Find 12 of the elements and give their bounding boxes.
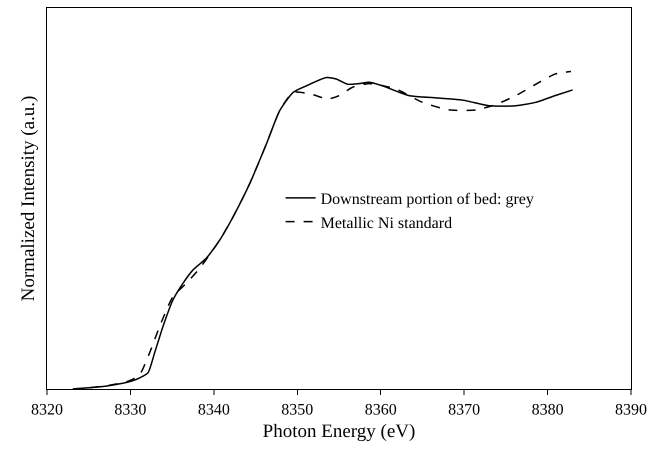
x-tick-label: 8350 xyxy=(281,401,314,418)
x-tick-label: 8330 xyxy=(114,401,146,418)
x-tick-label: 8380 xyxy=(532,401,564,418)
x-axis-title: Photon Energy (eV) xyxy=(262,421,416,442)
x-tick-label: 8360 xyxy=(364,401,397,418)
x-tick-label: 8320 xyxy=(31,401,63,418)
x-tick-label: 8370 xyxy=(448,401,480,418)
x-tick-label: 8340 xyxy=(198,401,230,418)
legend-label: Metallic Ni standard xyxy=(320,214,452,232)
x-tick-label: 8390 xyxy=(615,401,647,418)
y-axis-title: Normalized Intensity (a.u.) xyxy=(18,96,39,302)
legend-label: Downstream portion of bed: grey xyxy=(320,191,534,208)
